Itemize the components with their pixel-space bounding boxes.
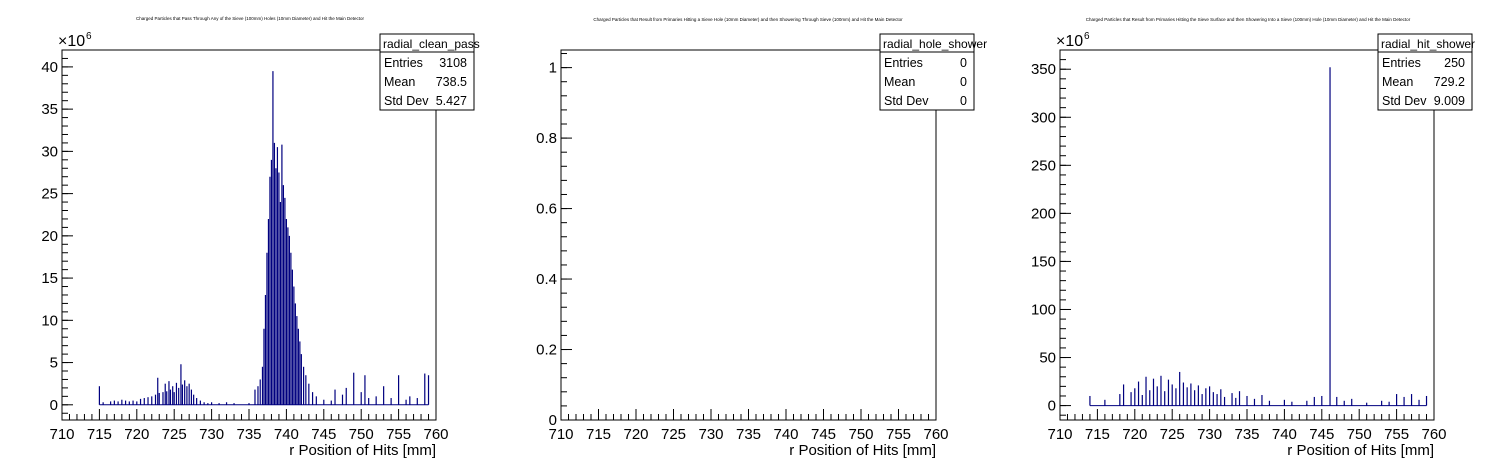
- stats-label: Entries: [384, 56, 423, 70]
- x-tick-label: 740: [274, 426, 299, 443]
- y-tick-label: 0.8: [536, 130, 557, 147]
- y-tick-label: 0: [549, 412, 557, 429]
- y-tick-label: 300: [1031, 109, 1056, 126]
- y-tick-label: 350: [1031, 61, 1056, 78]
- x-tick-label: 760: [423, 426, 448, 443]
- x-tick-label: 750: [1347, 426, 1372, 443]
- x-tick-label: 755: [886, 426, 911, 443]
- stats-value: 5.427: [436, 94, 467, 108]
- y-tick-label: 250: [1031, 157, 1056, 174]
- x-tick-label: 725: [1160, 426, 1185, 443]
- stats-label: Mean: [1382, 75, 1413, 89]
- stats-value: 738.5: [436, 75, 467, 89]
- x-tick-label: 750: [848, 426, 873, 443]
- x-tick-label: 725: [661, 426, 686, 443]
- x-axis-title: r Position of Hits [mm]: [1287, 442, 1434, 459]
- x-tick-label: 715: [1085, 426, 1110, 443]
- stats-value: 0: [960, 75, 967, 89]
- stats-box: radial_hit_shower Entries 250 Mean 729.2 Std …: [1377, 33, 1475, 111]
- y-tick-label: 0: [1048, 398, 1056, 415]
- y-multiplier-label: ×10: [1056, 33, 1083, 50]
- x-tick-label: 735: [736, 426, 761, 443]
- y-tick-label: 1: [549, 60, 557, 77]
- y-tick-label: 0.2: [536, 342, 557, 359]
- x-tick-label: 710: [548, 426, 573, 443]
- stats-box: radial_clean_pass Entries 3108 Mean 738.5 Std…: [379, 33, 480, 111]
- x-axis-title: r Position of Hits [mm]: [789, 442, 936, 459]
- stats-box-frame: [379, 33, 475, 111]
- x-tick-label: 720: [1122, 426, 1147, 443]
- x-tick-label: 725: [162, 426, 187, 443]
- y-tick-label: 100: [1031, 301, 1056, 318]
- stats-label: Std Dev: [1382, 94, 1427, 108]
- y-multiplier-exponent: 6: [1084, 31, 1090, 42]
- stats-box-frame: [1377, 33, 1473, 111]
- x-tick-label: 760: [923, 426, 948, 443]
- y-tick-label: 5: [50, 355, 58, 372]
- x-tick-label: 755: [1384, 426, 1409, 443]
- stats-value: 3108: [439, 56, 467, 70]
- x-tick-label: 715: [586, 426, 611, 443]
- x-tick-label: 710: [49, 426, 74, 443]
- y-tick-label: 35: [41, 101, 58, 118]
- stats-box: radial_hole_shower Entries 0 Mean 0 Std Dev 0: [879, 33, 987, 111]
- stats-label: Mean: [884, 75, 915, 89]
- panel-title: Charged Particles that Result from Prima…: [1086, 17, 1411, 22]
- x-tick-label: 735: [236, 426, 261, 443]
- x-tick-label: 735: [1234, 426, 1259, 443]
- y-tick-label: 15: [41, 270, 58, 287]
- x-tick-label: 715: [87, 426, 112, 443]
- y-tick-label: 0.6: [536, 201, 557, 218]
- stats-label: Std Dev: [884, 94, 929, 108]
- panel-title: Charged Particles that Result from Prima…: [593, 17, 903, 22]
- stats-box-frame: [879, 33, 975, 111]
- x-tick-label: 745: [1309, 426, 1334, 443]
- stats-histogram-name: radial_hit_shower: [1381, 37, 1475, 51]
- x-tick-label: 730: [698, 426, 723, 443]
- x-tick-label: 730: [1197, 426, 1222, 443]
- stats-histogram-name: radial_hole_shower: [883, 37, 987, 51]
- x-tick-label: 760: [1421, 426, 1446, 443]
- histogram-bars: [98, 71, 430, 406]
- y-tick-label: 50: [1039, 350, 1056, 367]
- x-tick-label: 750: [349, 426, 374, 443]
- y-tick-label: 10: [41, 312, 58, 329]
- y-tick-label: 0.4: [536, 271, 557, 288]
- y-tick-label: 200: [1031, 205, 1056, 222]
- stats-value: 250: [1444, 56, 1465, 70]
- histogram-panel-3: Charged Particles that Result from Prima…: [1031, 17, 1475, 459]
- y-multiplier-exponent: 6: [86, 31, 92, 42]
- x-tick-label: 720: [124, 426, 149, 443]
- x-tick-label: 745: [811, 426, 836, 443]
- x-tick-label: 720: [623, 426, 648, 443]
- x-tick-label: 740: [773, 426, 798, 443]
- y-tick-label: 30: [41, 143, 58, 160]
- panel-title: Charged Particles that Pass Through Any …: [136, 16, 365, 21]
- x-tick-label: 710: [1047, 426, 1072, 443]
- y-multiplier-label: ×10: [58, 33, 85, 50]
- y-tick-label: 25: [41, 186, 58, 203]
- stats-label: Std Dev: [384, 94, 429, 108]
- y-tick-label: 0: [50, 397, 58, 414]
- y-tick-label: 150: [1031, 253, 1056, 270]
- stats-label: Entries: [1382, 56, 1421, 70]
- x-tick-label: 730: [199, 426, 224, 443]
- x-tick-label: 740: [1272, 426, 1297, 443]
- y-tick-label: 40: [41, 59, 58, 76]
- x-tick-label: 745: [311, 426, 336, 443]
- stats-value: 0: [960, 56, 967, 70]
- y-tick-label: 20: [41, 228, 58, 245]
- stats-value: 0: [960, 94, 967, 108]
- stats-value: 729.2: [1434, 75, 1465, 89]
- histogram-panel-2: Charged Particles that Result from Prima…: [536, 17, 987, 459]
- stats-label: Entries: [884, 56, 923, 70]
- stats-histogram-name: radial_clean_pass: [383, 37, 480, 51]
- histogram-bars: [1089, 67, 1428, 407]
- histogram-panel-1: Charged Particles that Pass Through Any …: [41, 16, 479, 459]
- x-tick-label: 755: [386, 426, 411, 443]
- stats-value: 9.009: [1434, 94, 1465, 108]
- stats-label: Mean: [384, 75, 415, 89]
- x-axis-title: r Position of Hits [mm]: [289, 442, 436, 459]
